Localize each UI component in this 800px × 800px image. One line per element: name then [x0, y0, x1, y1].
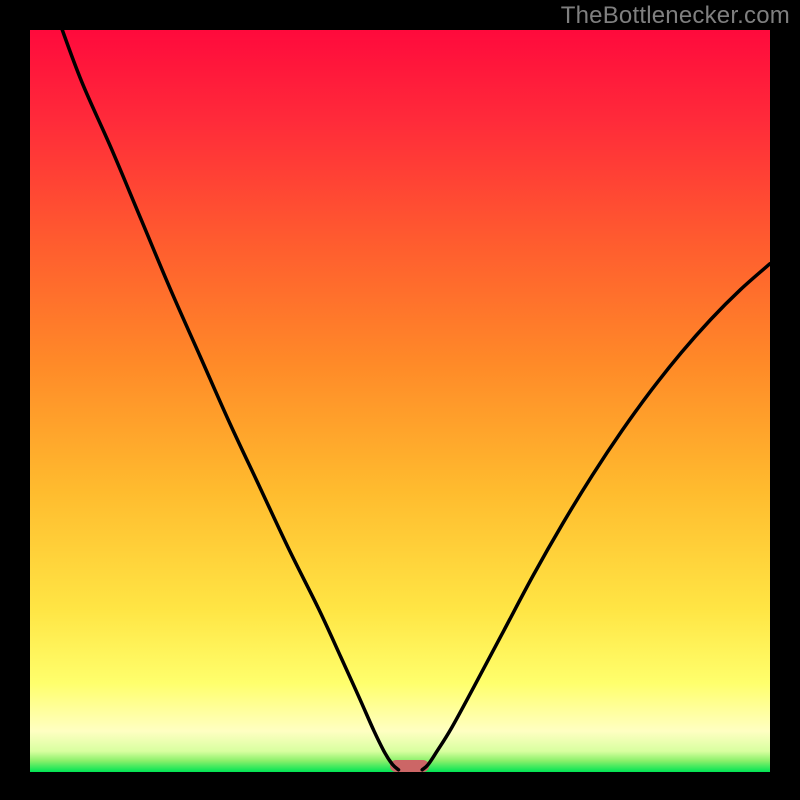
chart-stage: TheBottlenecker.com: [0, 0, 800, 800]
bottleneck-curve: [30, 30, 770, 772]
plot-area: [30, 30, 770, 772]
watermark-text: TheBottlenecker.com: [561, 2, 790, 30]
